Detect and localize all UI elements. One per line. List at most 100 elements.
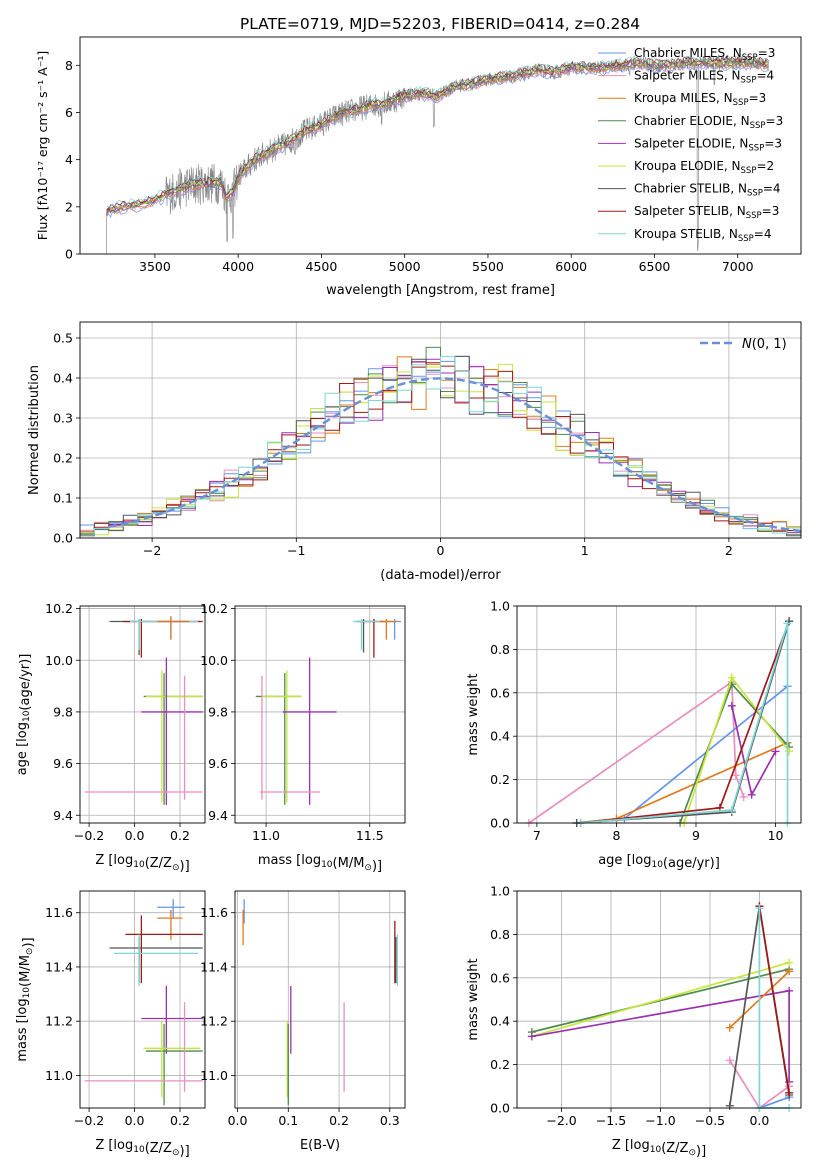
label-segment: )] [696, 1144, 706, 1159]
x-tick-label: 1 [581, 543, 589, 558]
mass-weight-marker [785, 986, 794, 995]
legend-entry: Kroupa MILES, NSSP=3 [634, 91, 766, 108]
mass-weight-marker [725, 1101, 734, 1110]
mass-weight-marker [727, 673, 736, 682]
label-segment: Z [log [95, 853, 133, 868]
axes-frame [234, 890, 406, 1109]
x-tick-label: −1.5 [596, 1113, 626, 1128]
y-axis-label: mass weight [466, 673, 481, 755]
legend-text-tail: =3 [764, 136, 782, 150]
label-subscript: 10 [133, 1145, 145, 1155]
weight-vs-metallicity-panel: −2.0 −1.5 −1.0 −0.5 0.0 0.0 0.2 0.4 0.6 0.8 1.0 Z [… [466, 884, 802, 1159]
x-axis-label: wavelength [Angstrom, rest frame] [326, 283, 555, 298]
label-segment: )] [180, 859, 190, 874]
x-tick-label: 4500 [306, 259, 338, 274]
label-segment: (Z/Z [661, 1141, 688, 1156]
y-tick-label: 9.8 [208, 704, 228, 719]
legend-subscript: SSP [747, 189, 763, 199]
label-subscript: ⊙ [172, 1148, 180, 1158]
y-tick-label: 10.2 [200, 601, 228, 616]
x-tick-label: 0.0 [228, 1113, 248, 1128]
model-spectrum-line [106, 59, 769, 214]
x-tick-label: 0.0 [125, 1113, 145, 1128]
y-tick-label: 9.8 [53, 704, 73, 719]
x-tick-label: 7000 [722, 259, 754, 274]
legend-subscript: SSP [738, 234, 754, 244]
y-tick-label: 6 [65, 105, 73, 120]
x-tick-label: 3500 [139, 259, 171, 274]
legend-entry: Salpeter MILES, NSSP=4 [634, 69, 774, 86]
x-tick-label: 0.0 [749, 1113, 769, 1128]
y-tick-label: 0.6 [490, 685, 510, 700]
legend-text-tail: =3 [762, 204, 780, 218]
label-segment: (age/yr)] [18, 654, 33, 711]
mass-weight-series-line [758, 906, 790, 1093]
axes-frame [79, 321, 802, 539]
x-axis-label: (data-model)/error [380, 568, 501, 583]
legend-entry: Kroupa ELODIE, NSSP=2 [634, 159, 774, 176]
figure-title: PLATE=0719, MJD=52203, FIBERID=0414, z=0… [240, 15, 640, 33]
gaussian-args: (0, 1) [752, 337, 787, 352]
x-tick-label: 5500 [472, 259, 504, 274]
x-axis-label: E(B-V) [300, 1138, 340, 1153]
y-tick-label: 0.2 [490, 772, 510, 787]
y-tick-label: 11.6 [200, 905, 228, 920]
axes-frame [79, 36, 802, 255]
axes-frame [516, 605, 802, 824]
label-segment: mass [log [258, 853, 321, 868]
x-tick-label: 0 [437, 543, 445, 558]
label-subscript: 10 [22, 710, 32, 722]
mass-weight-marker [727, 701, 736, 710]
legend-text-tail: =3 [758, 46, 776, 60]
x-tick-label: 0.2 [329, 1113, 349, 1128]
mass-weight-marker [725, 1056, 734, 1065]
label-segment: (Z/Z [145, 856, 172, 871]
mass-weight-series-line [528, 680, 745, 824]
legend-subscript: SSP [741, 166, 757, 176]
legend-subscript: SSP [733, 98, 749, 108]
model-spectrum-line [106, 54, 769, 209]
y-tick-label: 1.0 [490, 599, 510, 614]
y-tick-label: 0.0 [53, 531, 73, 546]
mass-weight-series-line [531, 968, 790, 1033]
label-segment: )] [180, 1144, 190, 1159]
x-tick-label: −0.2 [74, 828, 104, 843]
x-tick-label: −2.0 [546, 1113, 576, 1128]
label-subscript: 10 [133, 860, 145, 870]
mass-weight-series-line [531, 961, 790, 1038]
y-tick-label: 11.2 [45, 1014, 73, 1029]
axes-frame [79, 890, 206, 1109]
y-tick-label: 0.5 [53, 331, 73, 346]
y-tick-label: 1.0 [490, 884, 510, 899]
x-axis-label: mass [log10(M/M⊙)] [258, 853, 382, 874]
y-tick-label: 0.8 [490, 927, 510, 942]
y-tick-label: 11.6 [45, 905, 73, 920]
mass-weight-marker [731, 771, 740, 780]
x-tick-label: −0.2 [74, 1113, 104, 1128]
x-tick-label: 11.0 [252, 828, 280, 843]
label-segment: (M/M [18, 955, 33, 987]
legend-text: Chabrier STELIB, N [634, 182, 747, 196]
legend-subscript: SSP [748, 143, 764, 153]
x-tick-label: 0.3 [380, 1113, 400, 1128]
x-axis-label: Z [log10(Z/Z⊙)] [612, 1138, 706, 1159]
x-tick-label: 0.1 [278, 1113, 298, 1128]
legend-text-tail: =4 [754, 227, 772, 241]
legend-text: Salpeter ELODIE, N [634, 136, 748, 150]
mass-weight-marker [785, 958, 794, 967]
x-axis-label: Z [log10(Z/Z⊙)] [95, 853, 189, 874]
x-tick-label: 9 [692, 828, 700, 843]
y-axis-label: Flux [fλ10⁻¹⁷ erg cm⁻² s⁻¹ A⁻¹] [35, 51, 50, 240]
mass-weight-marker [785, 967, 794, 976]
mass-weight-series-line [759, 1096, 790, 1109]
model-spectrum-line [106, 64, 769, 219]
mass-weight-marker [785, 1088, 794, 1097]
mass-weight-marker [755, 904, 764, 913]
gaussian-glyph: N [742, 337, 752, 352]
y-tick-label: 11.4 [45, 959, 73, 974]
x-tick-label: 2 [725, 543, 733, 558]
legend-entry: Chabrier STELIB, NSSP=4 [634, 182, 781, 199]
axes-frame [516, 890, 802, 1109]
label-segment: Z [log [95, 1138, 133, 1153]
